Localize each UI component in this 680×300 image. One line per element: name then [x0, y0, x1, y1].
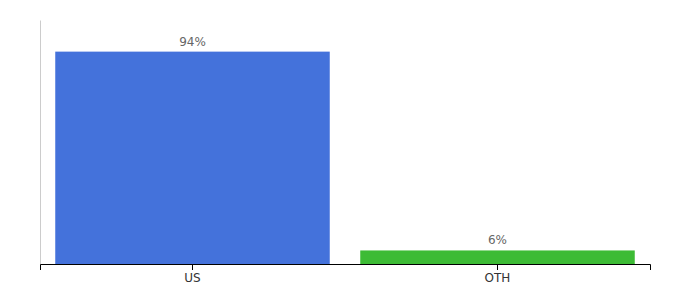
data-labels: 94% 6% [179, 35, 507, 248]
x-tick-label: US [184, 271, 200, 285]
bar [360, 250, 635, 264]
y-axis [40, 21, 41, 265]
x-tick-mark [192, 264, 193, 270]
x-tick-mark [497, 264, 498, 270]
plot-area: US OTH 94% 6% [41, 21, 651, 285]
x-tick-label: OTH [485, 271, 511, 285]
x-tick: US [184, 264, 200, 285]
chart-svg: US OTH 94% 6% [0, 0, 680, 300]
bar [55, 52, 330, 264]
x-axis-line [41, 265, 651, 271]
y-axis-line [40, 21, 41, 265]
data-label: 94% [179, 35, 206, 49]
x-axis: US OTH [41, 264, 651, 285]
data-label: 6% [488, 233, 507, 247]
x-tick: OTH [485, 264, 511, 285]
bars [55, 52, 635, 264]
